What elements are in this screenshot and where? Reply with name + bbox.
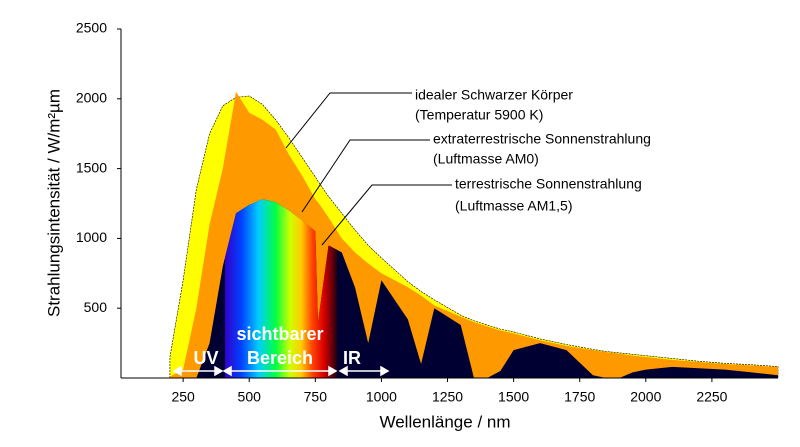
y-tick-label: 1500: [76, 159, 107, 175]
leader-line: [301, 139, 430, 213]
x-tick-label: 500: [238, 389, 262, 405]
x-axis-label: Wellenlänge / nm: [379, 412, 510, 431]
x-tick-label: 1000: [366, 389, 397, 405]
region-label: sichtbarer: [236, 324, 323, 344]
y-tick-label: 500: [84, 299, 108, 315]
leader-line: [321, 184, 452, 246]
region-arrows: [172, 365, 390, 377]
y-tick-label: 2000: [76, 90, 107, 106]
x-tick-label: 2250: [696, 389, 727, 405]
annotation: (Luftmasse AM0): [433, 151, 539, 167]
annotation: (Temperatur 5900 K): [415, 107, 543, 123]
x-tick-label: 1250: [432, 389, 463, 405]
y-axis-label: Strahlungsintensität / W/m²µm: [44, 89, 63, 317]
region-label: UV: [193, 348, 218, 368]
x-tick-label: 250: [171, 389, 195, 405]
leader-line: [285, 92, 412, 149]
annotation: extraterrestrische Sonnenstrahlung: [433, 131, 651, 147]
region-label: IR: [343, 348, 361, 368]
x-tick-label: 2000: [630, 389, 661, 405]
x-tick-label: 750: [304, 389, 328, 405]
y-tick-label: 1000: [76, 229, 107, 245]
annotation: (Luftmasse AM1,5): [455, 198, 573, 214]
region-label: Bereich: [247, 348, 313, 368]
x-tick-label: 1500: [498, 389, 529, 405]
y-tick-label: 2500: [76, 20, 107, 36]
annotation: idealer Schwarzer Körper: [415, 87, 573, 103]
x-tick-label: 1750: [564, 389, 595, 405]
annotation: terrestrische Sonnenstrahlung: [455, 176, 642, 192]
